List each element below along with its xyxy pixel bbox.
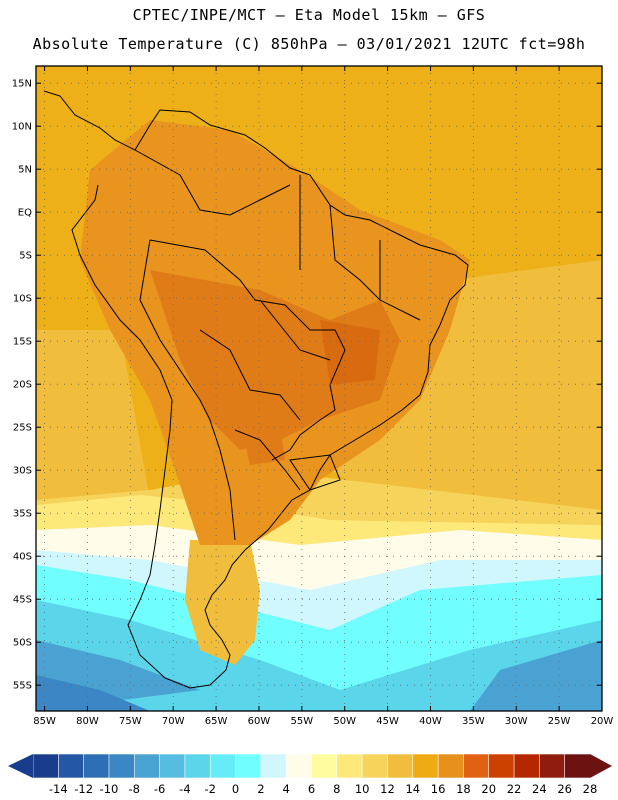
latitude-axis: 15N 10N 5N EQ 5S 10S 15S 20S 25S 30S 35S 40S 45S 50S 5…	[12, 79, 602, 692]
colorbar-segment	[539, 753, 566, 779]
colorbar-label: 24	[532, 782, 547, 796]
colorbar-segment	[159, 753, 186, 779]
lat-tick-label: 35S	[13, 509, 32, 520]
colorbar-label: 2	[257, 782, 264, 796]
lat-tick-label: 45S	[13, 595, 32, 606]
colorbar-segment	[311, 753, 338, 779]
field-subtropical-pacific	[36, 330, 150, 510]
lat-tick-label: 30S	[13, 466, 32, 477]
colorbar-label: 10	[355, 782, 370, 796]
lat-tick-label: 40S	[13, 552, 32, 563]
colorbar-label: 18	[456, 782, 471, 796]
lon-tick-label: 80W	[76, 716, 99, 727]
lat-tick-label: 15N	[12, 79, 32, 90]
border-venezuela	[134, 149, 291, 216]
lon-tick-label: 30W	[505, 716, 528, 727]
border-argentina	[234, 429, 301, 491]
longitude-axis: 85W 80W 75W 70W 65W 60W 55W 50W 45W 40W 35W 30W 25W 2…	[33, 66, 613, 727]
field-coldest	[36, 675, 150, 711]
lat-tick-label: EQ	[18, 208, 32, 219]
colorbar-segment	[209, 753, 237, 779]
colorbar-label: -8	[129, 782, 140, 796]
lat-tick-label: 25S	[13, 423, 32, 434]
colorbar-label: 6	[308, 782, 315, 796]
field-patagonia	[185, 540, 260, 665]
border-bolivia-paraguay	[199, 329, 301, 421]
lon-tick-label: 75W	[119, 716, 142, 727]
temperature-field	[36, 66, 602, 711]
map-frame	[35, 65, 603, 712]
colorbar-segment	[488, 753, 515, 779]
lat-tick-label: 5N	[18, 165, 32, 176]
colorbar-label: 0	[232, 782, 239, 796]
colorbar-label: 16	[431, 782, 446, 796]
lat-tick-label: 50S	[13, 638, 32, 649]
field-continent-hot	[150, 270, 400, 450]
lon-tick-label: 55W	[291, 716, 314, 727]
colorbar-label: 22	[507, 782, 522, 796]
lon-tick-label: 70W	[162, 716, 185, 727]
colorbar: -14 -12 -10 -8 -6 -4 -2 0 2 4 6 8 10 12 14 16 18 20 22 24 26…	[8, 753, 612, 796]
colorbar-arrow-left	[8, 754, 33, 778]
colorbar-segment	[361, 753, 389, 779]
lat-tick-label: 55S	[13, 681, 32, 692]
lon-tick-label: 65W	[205, 716, 228, 727]
colorbar-label: 20	[481, 782, 496, 796]
colorbar-segment	[564, 753, 591, 779]
colorbar-label: 14	[405, 782, 420, 796]
lon-tick-label: 60W	[248, 716, 271, 727]
lon-tick-label: 85W	[33, 716, 56, 727]
colorbar-label: -10	[100, 782, 119, 796]
field-colder-east	[470, 640, 602, 711]
lon-tick-label: 20W	[591, 716, 614, 727]
colorbar-segment	[133, 753, 161, 779]
colorbar-segment	[336, 753, 363, 779]
lat-tick-label: 5S	[19, 251, 32, 262]
lon-tick-label: 50W	[333, 716, 356, 727]
border-andes	[139, 239, 236, 541]
lon-tick-label: 45W	[376, 716, 399, 727]
field-hotspot	[320, 320, 380, 385]
title-line-2: Absolute Temperature (C) 850hPa – 03/01/…	[32, 35, 586, 53]
graticule	[36, 66, 602, 711]
colorbar-label: -4	[179, 782, 190, 796]
border-brazil	[149, 239, 346, 461]
colorbar-segment	[260, 753, 287, 779]
colorbar-segment	[412, 753, 439, 779]
colorbar-arrow-right	[590, 754, 612, 778]
lon-tick-label: 35W	[462, 716, 485, 727]
border-brazil-states	[259, 175, 421, 361]
lat-tick-label: 20S	[13, 380, 32, 391]
map-outlines	[43, 90, 469, 689]
colorbar-segment	[58, 753, 85, 779]
colorbar-segment	[463, 753, 490, 779]
lat-tick-label: 10N	[12, 122, 32, 133]
colorbar-label: -6	[154, 782, 165, 796]
lon-tick-label: 25W	[548, 716, 571, 727]
colorbar-segment	[235, 753, 262, 779]
colorbar-label: -14	[49, 782, 68, 796]
colorbar-label: 26	[557, 782, 572, 796]
title-line-1: CPTEC/INPE/MCT – Eta Model 15km – GFS	[132, 6, 486, 24]
colorbar-segment	[32, 753, 59, 779]
colorbar-segment	[387, 753, 414, 779]
colorbar-segment	[513, 753, 540, 779]
colorbar-segment	[108, 753, 135, 779]
colorbar-label: 4	[283, 782, 290, 796]
colorbar-label: 8	[333, 782, 340, 796]
lat-tick-label: 10S	[13, 294, 32, 305]
colorbar-segment	[285, 753, 313, 779]
lon-tick-label: 40W	[419, 716, 442, 727]
colorbar-label: 12	[380, 782, 395, 796]
colorbar-segment	[184, 753, 211, 779]
colorbar-label: -12	[74, 782, 93, 796]
colorbar-label: -2	[204, 782, 215, 796]
colorbar-segment	[83, 753, 110, 779]
border-uruguay	[289, 454, 341, 491]
colorbar-segment	[437, 753, 465, 779]
colorbar-label: 28	[583, 782, 598, 796]
lat-tick-label: 15S	[13, 337, 32, 348]
